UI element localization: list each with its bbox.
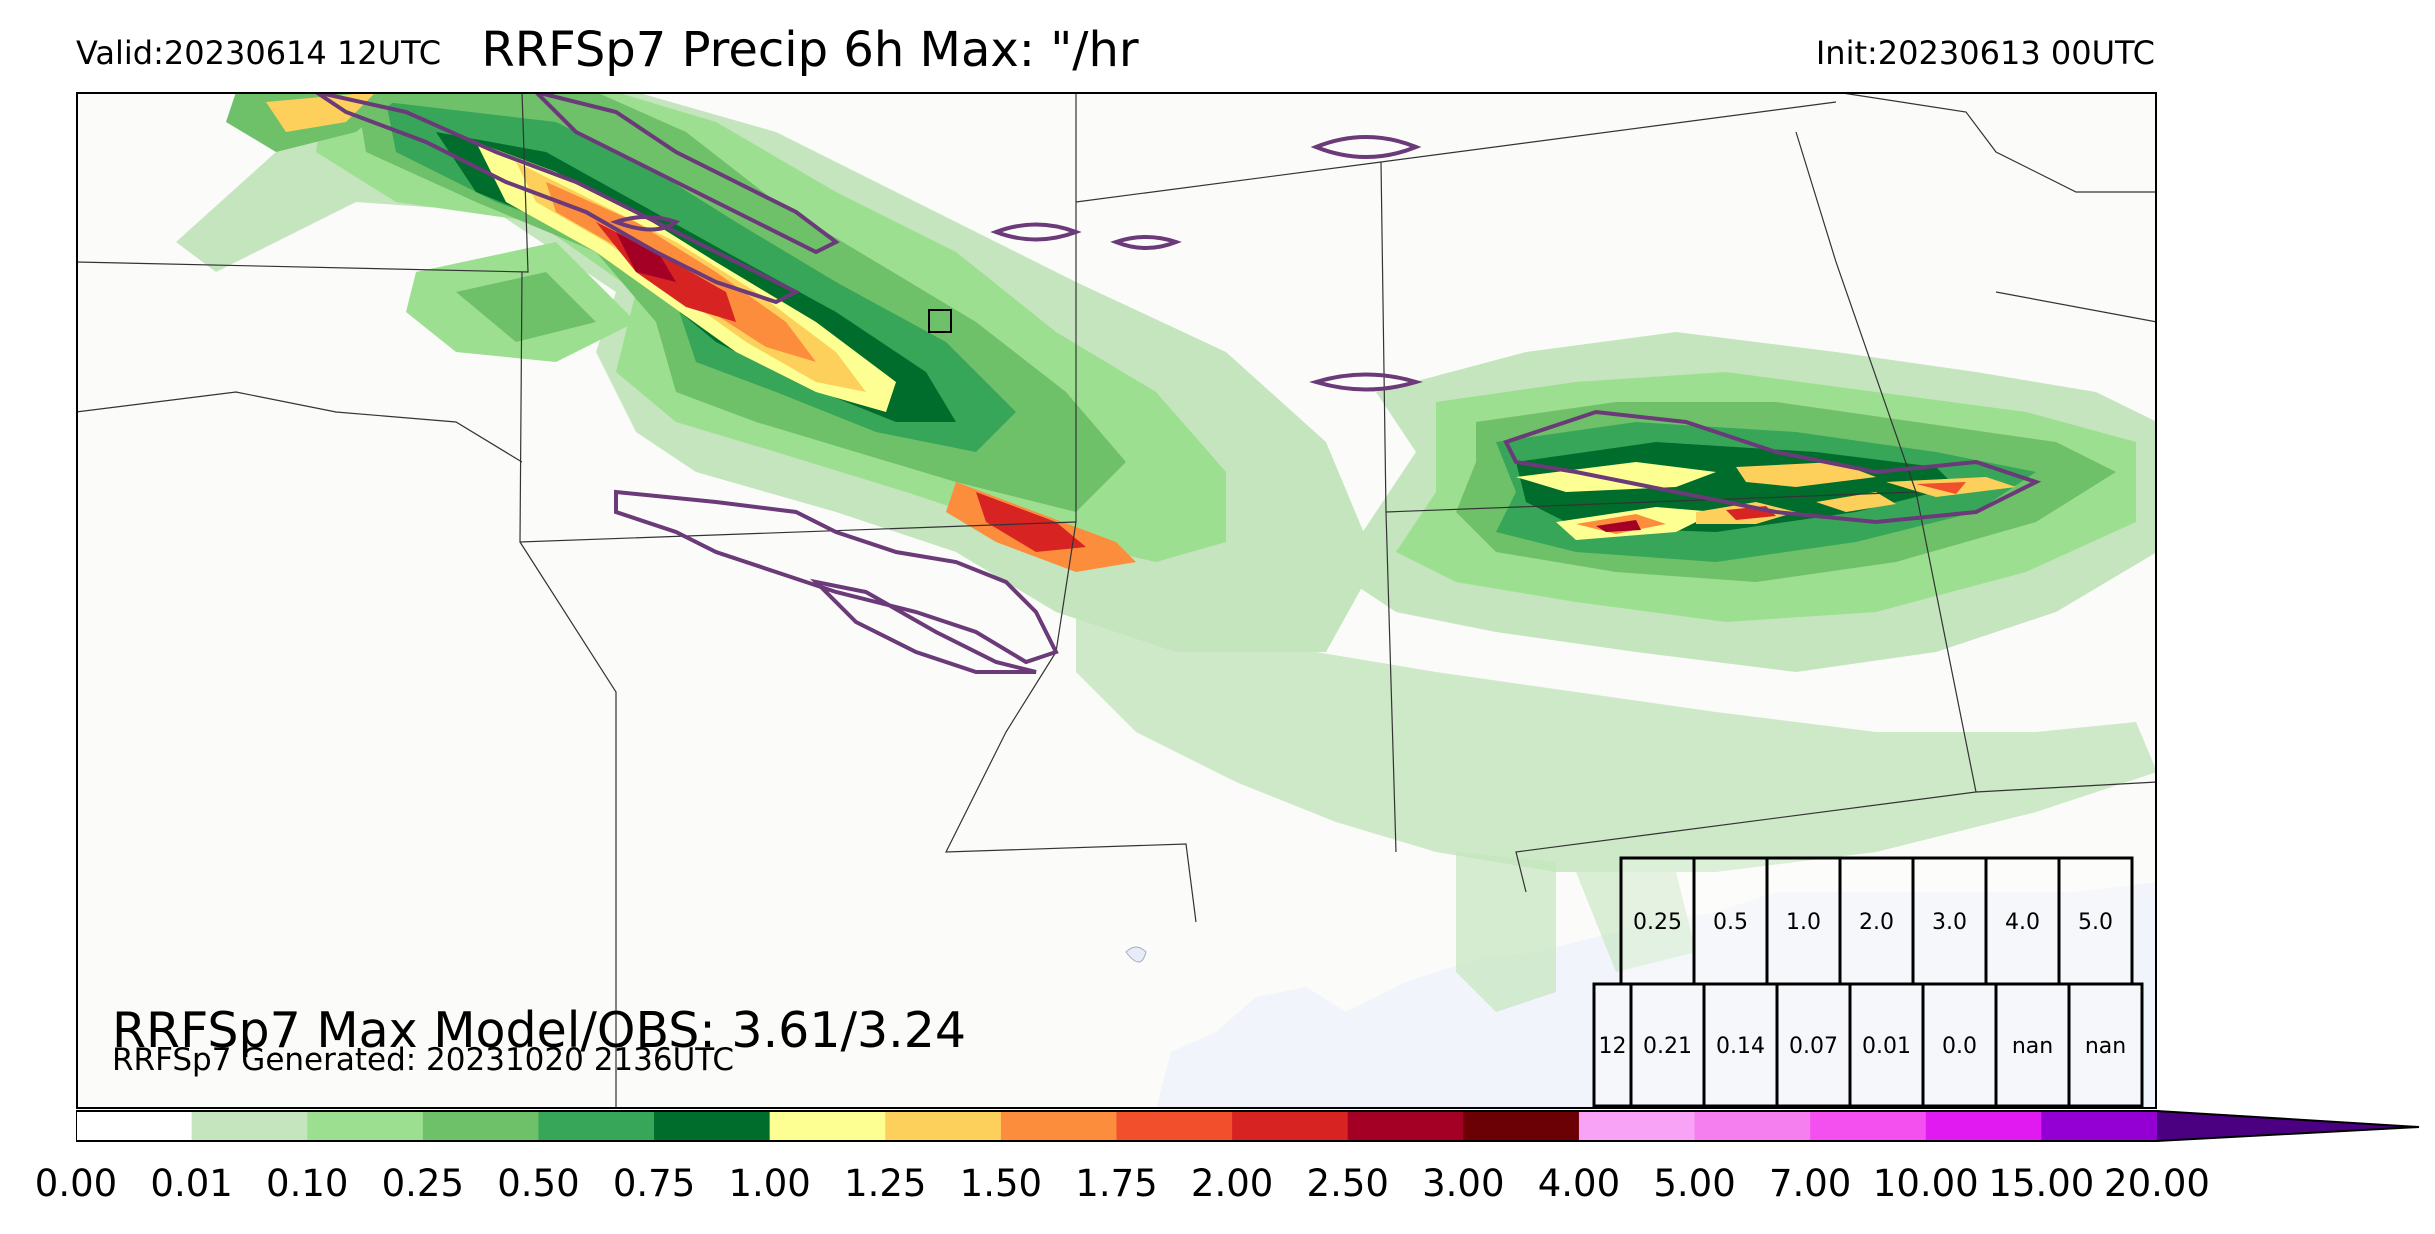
threshold-value-cell — [1775, 982, 1852, 1108]
colorbar-tick-label: 20.00 — [2104, 1162, 2210, 1205]
init-time: Init:20230613 00UTC — [1815, 34, 2155, 72]
colorbar-segment — [307, 1111, 424, 1141]
threshold-header-cell — [1911, 856, 1988, 986]
threshold-header: 0.5 — [1713, 910, 1748, 935]
threshold-value: 0.0 — [1942, 1034, 1977, 1059]
threshold-header: 2.0 — [1859, 910, 1894, 935]
threshold-value: nan — [2085, 1034, 2126, 1059]
colorbar-tick-label: 0.25 — [381, 1162, 465, 1205]
threshold-value-cell — [2067, 982, 2144, 1108]
colorbar — [76, 1110, 2420, 1142]
colorbar-tick-label: 7.00 — [1768, 1162, 1852, 1205]
colorbar-segment — [538, 1111, 655, 1141]
threshold-value-cell — [1848, 982, 1925, 1108]
colorbar-tick-label: 0.50 — [497, 1162, 580, 1205]
colorbar-segment — [1000, 1111, 1117, 1141]
colorbar-segment — [1347, 1111, 1464, 1141]
threshold-header: 1.0 — [1786, 910, 1821, 935]
colorbar-tick-label: 1.25 — [844, 1162, 927, 1205]
colorbar-ticks: 0.00 0.01 0.10 0.25 0.50 0.75 1.00 1.25 1.50 1.75… — [0, 1150, 2435, 1210]
colorbar-extend-arrow — [2157, 1111, 2419, 1141]
threshold-header-cell — [1838, 856, 1915, 986]
threshold-header: 0.25 — [1633, 910, 1682, 935]
colorbar-segment — [1232, 1111, 1349, 1141]
threshold-value: nan — [2012, 1034, 2053, 1059]
colorbar-tick-label: 0.00 — [34, 1162, 118, 1205]
colorbar-segment — [422, 1111, 539, 1141]
threshold-header-cell — [1692, 856, 1769, 986]
map-frame — [76, 92, 2157, 1109]
colorbar-tick-label: 5.00 — [1653, 1162, 1736, 1205]
threshold-value-cell — [1629, 982, 1706, 1108]
colorbar-segment — [885, 1111, 1002, 1141]
colorbar-tick-label: 0.01 — [150, 1162, 233, 1205]
colorbar-tick-label: 1.00 — [728, 1162, 811, 1205]
precip-swath-south — [1076, 592, 2157, 1012]
obs-contours — [314, 92, 2042, 674]
threshold-table: 0.25 0.5 1.0 2.0 3.0 4.0 5.0 12 0.21 0.14 0.07 0.01… — [1592, 856, 2144, 1108]
colorbar-tick-label: 0.75 — [612, 1162, 696, 1205]
colorbar-tick-label: 3.00 — [1422, 1162, 1505, 1205]
colorbar-segment — [1810, 1111, 1927, 1141]
colorbar-tick-label: 2.00 — [1190, 1162, 1274, 1205]
threshold-value-cell — [1921, 982, 1998, 1108]
valid-time: Valid:20230614 12UTC — [76, 34, 442, 72]
colorbar-tick-label: 15.00 — [1988, 1162, 2095, 1205]
colorbar-tick-label: 10.00 — [1872, 1162, 1979, 1205]
threshold-value-cell — [1994, 982, 2071, 1108]
colorbar-segment — [1116, 1111, 1233, 1141]
station-marker — [928, 309, 952, 333]
precip-swath-southeast — [1336, 332, 2157, 672]
colorbar-segment — [1694, 1111, 1811, 1141]
threshold-value: 0.21 — [1643, 1034, 1692, 1059]
lake — [1125, 946, 1147, 963]
colorbar-segment — [1578, 1111, 1696, 1141]
colorbar-segment — [191, 1111, 308, 1141]
colorbar-segment — [1463, 1111, 1580, 1141]
colorbar-segment — [2041, 1111, 2158, 1141]
gulf-water — [1156, 882, 2157, 1109]
colorbar-tick-label: 1.50 — [959, 1162, 1043, 1205]
colorbar-tick-label: 1.75 — [1075, 1162, 1158, 1205]
threshold-header: 5.0 — [2078, 910, 2113, 935]
row-label-cell — [1592, 982, 1633, 1108]
row-label: 12 — [1599, 1034, 1627, 1059]
threshold-header: 3.0 — [1932, 910, 1967, 935]
threshold-header: 4.0 — [2005, 910, 2040, 935]
colorbar-tick-label: 0.10 — [266, 1162, 349, 1205]
threshold-header-cell — [1765, 856, 1842, 986]
generated-text: RRFSp7 Generated: 20231020 2136UTC — [112, 1042, 735, 1078]
threshold-value: 0.07 — [1789, 1034, 1838, 1059]
precip-map — [76, 92, 2157, 1109]
threshold-value: 0.01 — [1862, 1034, 1911, 1059]
colorbar-segment — [654, 1111, 771, 1141]
colorbar-outline — [76, 1110, 2420, 1142]
colorbar-tick-label: 4.00 — [1537, 1162, 1621, 1205]
colorbar-segment — [1925, 1111, 2042, 1141]
threshold-value: 0.14 — [1716, 1034, 1765, 1059]
colorbar-segment — [769, 1111, 886, 1141]
colorbar-segment — [76, 1111, 193, 1141]
threshold-header-cell — [1984, 856, 2061, 986]
colorbar-tick-label: 2.50 — [1306, 1162, 1389, 1205]
max-model-obs-text: RRFSp7 Max Model/OBS: 3.61/3.24 — [112, 1002, 967, 1059]
threshold-header-cell — [1619, 856, 1696, 986]
state-borders — [76, 92, 2157, 1109]
map-title: RRFSp7 Precip 6h Max: "/hr — [481, 22, 1139, 78]
